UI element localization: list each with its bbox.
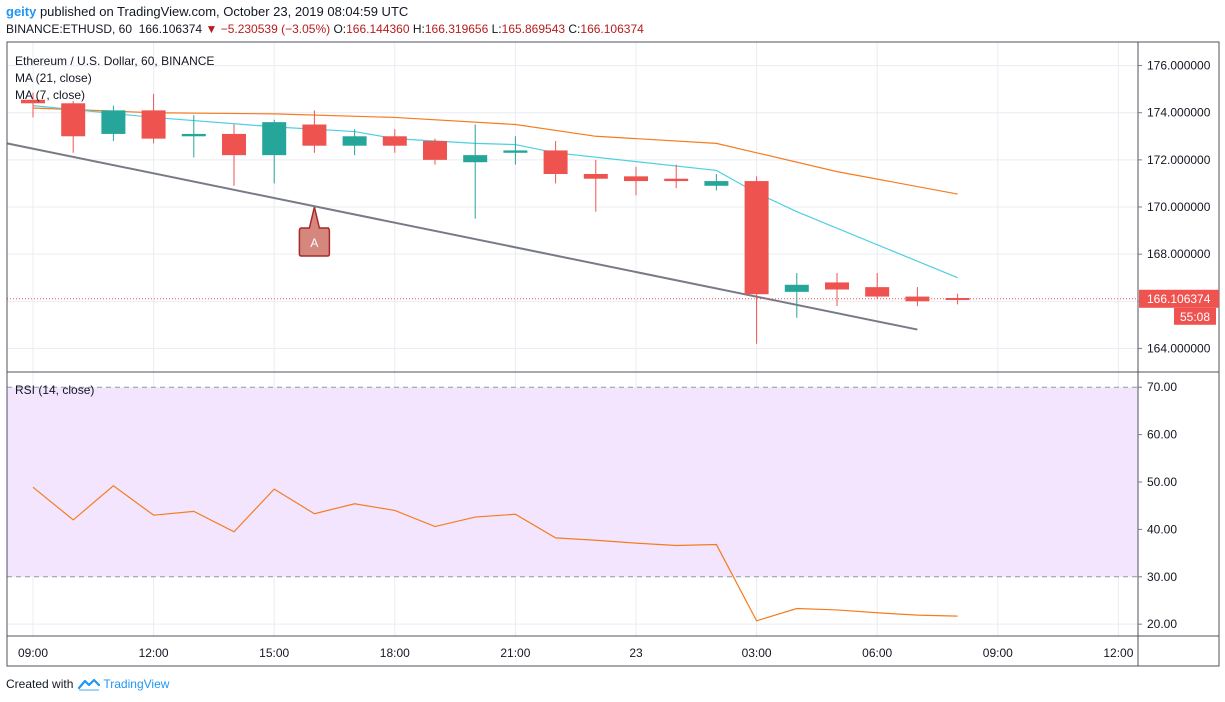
price-tick-label: 174.000000 bbox=[1147, 106, 1211, 120]
trendline bbox=[6, 142, 918, 331]
price-tick-label: 172.000000 bbox=[1147, 153, 1211, 167]
chart-border bbox=[6, 41, 1220, 667]
last-price-label: 166.106374 bbox=[1147, 292, 1211, 306]
tradingview-brand-link[interactable]: TradingView bbox=[103, 677, 170, 691]
candle-body bbox=[181, 133, 206, 137]
last-price-tag bbox=[1139, 289, 1219, 308]
rsi-marks bbox=[32, 485, 958, 622]
chart-frame bbox=[6, 41, 1220, 667]
symbol-ohlc-line: BINANCE:ETHUSD, 60 166.106374 ▼ −5.23053… bbox=[6, 22, 644, 36]
ma21-line bbox=[32, 107, 958, 195]
rsi-tick-label: 20.00 bbox=[1147, 617, 1177, 631]
candle-body bbox=[141, 110, 166, 139]
candle-body bbox=[664, 178, 689, 182]
x-tick-label: 18:00 bbox=[380, 646, 410, 660]
x-tick-label: 06:00 bbox=[862, 646, 892, 660]
candle-body bbox=[342, 136, 367, 146]
rsi-band bbox=[7, 387, 1138, 577]
candle-body bbox=[222, 133, 246, 156]
x-tick-label: 03:00 bbox=[742, 646, 772, 660]
x-tick-label: 09:00 bbox=[983, 646, 1013, 660]
tradingview-logo-icon bbox=[78, 678, 101, 691]
countdown-tag bbox=[1174, 307, 1216, 325]
candle-body bbox=[302, 124, 327, 146]
created-with-label: Created with bbox=[6, 677, 74, 691]
down-arrow-icon: ▼ bbox=[205, 22, 218, 36]
rsi-tick-label: 70.00 bbox=[1147, 380, 1177, 394]
rsi-tick-label: 30.00 bbox=[1147, 570, 1177, 584]
low-value: 165.869543 bbox=[501, 22, 566, 36]
countdown-label: 55:08 bbox=[1180, 310, 1210, 324]
candle-body bbox=[744, 181, 769, 295]
high-value: 166.319656 bbox=[424, 22, 489, 36]
symbol-label: BINANCE:ETHUSD, 60 bbox=[6, 22, 133, 36]
ma21-legend: MA (21, close) bbox=[15, 71, 92, 85]
candle-body bbox=[583, 174, 608, 179]
candle-body bbox=[423, 141, 447, 160]
open-label: O: bbox=[333, 22, 347, 36]
candle-body bbox=[704, 181, 729, 186]
x-tick-label: 15:00 bbox=[259, 646, 289, 660]
author-name[interactable]: geity bbox=[6, 4, 37, 19]
footer: Created with TradingView bbox=[6, 677, 169, 691]
candle-body bbox=[825, 282, 849, 290]
candle-body bbox=[624, 176, 648, 182]
price-marks: A bbox=[6, 92, 1138, 344]
rsi-pane-title: RSI (14, close) bbox=[15, 383, 94, 397]
candle-body bbox=[905, 296, 930, 302]
last-price: 166.106374 bbox=[138, 22, 203, 36]
close-value: 166.106374 bbox=[580, 22, 644, 36]
high-label: H: bbox=[412, 22, 425, 36]
candle-body bbox=[101, 110, 126, 134]
price-tick-label: 170.000000 bbox=[1147, 200, 1211, 214]
x-tick-label: 23 bbox=[629, 646, 643, 660]
price-tick-label: 168.000000 bbox=[1147, 247, 1211, 261]
x-tick-label: 12:00 bbox=[139, 646, 169, 660]
x-tick-label: 12:00 bbox=[1103, 646, 1133, 660]
candle-body bbox=[503, 150, 528, 153]
publish-info: geity published on TradingView.com, Octo… bbox=[6, 4, 408, 19]
chart-axes: 09:00 12:00 15:00 18:00 21:00 23 03:00 06:00 09:… bbox=[18, 59, 1219, 660]
annotation-callout bbox=[298, 206, 331, 257]
x-tick-label: 21:00 bbox=[500, 646, 530, 660]
candle-body bbox=[543, 150, 568, 174]
open-value: 166.144360 bbox=[346, 22, 410, 36]
published-text: published on TradingView.com, October 23… bbox=[36, 4, 409, 19]
price-pane-title: Ethereum / U.S. Dollar, 60, BINANCE bbox=[15, 54, 214, 68]
rsi-tick-label: 60.00 bbox=[1147, 428, 1177, 442]
candle-body bbox=[262, 122, 287, 156]
ma7-legend: MA (7, close) bbox=[15, 88, 85, 102]
candle-body bbox=[784, 284, 809, 292]
rsi-line bbox=[32, 485, 958, 622]
candle-body bbox=[382, 136, 407, 146]
annotation-label: A bbox=[310, 236, 318, 250]
close-label: C: bbox=[568, 22, 581, 36]
rsi-tick-label: 40.00 bbox=[1147, 522, 1177, 536]
price-change: −5.230539 (−3.05%) bbox=[220, 22, 331, 36]
candle-body bbox=[21, 99, 45, 104]
x-tick-label: 09:00 bbox=[18, 646, 48, 660]
candle-body bbox=[463, 155, 488, 163]
ma7-line bbox=[32, 105, 958, 279]
candle-body bbox=[865, 287, 890, 297]
candle-body bbox=[945, 297, 970, 300]
rsi-tick-label: 50.00 bbox=[1147, 475, 1177, 489]
price-grid bbox=[7, 42, 1138, 372]
candle-body bbox=[61, 103, 86, 137]
price-tick-label: 164.000000 bbox=[1147, 341, 1211, 355]
price-tick-label: 176.000000 bbox=[1147, 59, 1211, 73]
low-label: L: bbox=[491, 22, 502, 36]
